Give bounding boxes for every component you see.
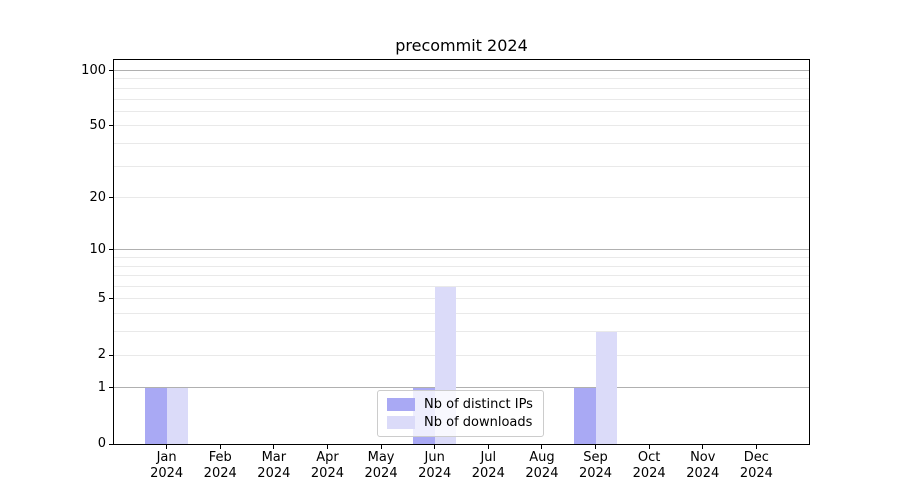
y-tick-mark: [109, 443, 113, 445]
x-tick-mark: [595, 445, 597, 449]
minor-gridline: [114, 298, 809, 300]
x-tick-mark: [541, 445, 543, 449]
x-tick-label-oct: Oct 2024: [632, 450, 666, 481]
x-tick-label-sep: Sep 2024: [578, 450, 613, 481]
minor-gridline: [114, 110, 809, 112]
x-tick-mark: [166, 445, 168, 449]
y-tick-label-5: 5: [97, 290, 106, 306]
x-tick-mark: [487, 445, 489, 449]
minor-gridline: [114, 286, 809, 288]
major-gridline: [114, 387, 809, 389]
y-tick-label-10: 10: [89, 241, 106, 257]
legend-label-distinct-ips: Nb of distinct IPs: [424, 397, 533, 413]
minor-gridline: [114, 142, 809, 144]
minor-gridline: [114, 78, 809, 80]
x-tick-label-may: May 2024: [364, 450, 398, 481]
x-tick-label-dec: Dec 2024: [739, 450, 773, 481]
x-tick-mark: [648, 445, 650, 449]
plot-area: [113, 59, 810, 445]
legend-swatch-distinct-ips: [387, 398, 415, 412]
y-tick-mark: [109, 354, 113, 356]
y-tick-label-50: 50: [89, 117, 106, 133]
minor-gridline: [114, 257, 809, 259]
minor-gridline: [114, 197, 809, 199]
y-tick-mark: [109, 125, 113, 127]
minor-gridline: [114, 265, 809, 267]
x-tick-label-feb: Feb 2024: [203, 450, 237, 481]
legend-row-distinct-ips: Nb of distinct IPs: [387, 397, 534, 412]
minor-gridline: [114, 313, 809, 315]
major-gridline: [114, 70, 809, 71]
major-gridline: [114, 249, 809, 251]
y-tick-label-20: 20: [89, 189, 106, 205]
legend-label-downloads: Nb of downloads: [424, 414, 533, 430]
x-tick-label-aug: Aug 2024: [525, 450, 559, 481]
bar-sep-downloads: [595, 331, 617, 444]
x-tick-label-apr: Apr 2024: [310, 450, 344, 481]
x-tick-label-jun: Jun 2024: [418, 450, 452, 481]
bar-jan-distinct-ips: [145, 387, 167, 444]
x-tick-label-nov: Nov 2024: [686, 450, 720, 481]
y-tick-mark: [109, 387, 113, 389]
minor-gridline: [114, 87, 809, 89]
legend: Nb of distinct IPs Nb of downloads: [377, 390, 544, 437]
y-tick-label-1: 1: [97, 379, 106, 395]
legend-row-downloads: Nb of downloads: [387, 415, 534, 430]
y-tick-mark: [109, 197, 113, 199]
y-tick-label-0: 0: [97, 436, 106, 451]
x-tick-mark: [219, 445, 221, 449]
x-tick-mark: [434, 445, 436, 449]
x-tick-label-jan: Jan 2024: [150, 450, 184, 481]
minor-gridline: [114, 331, 809, 333]
x-tick-mark: [380, 445, 382, 449]
x-tick-mark: [755, 445, 757, 449]
y-tick-label-100: 100: [81, 62, 106, 78]
y-tick-mark: [109, 298, 113, 300]
legend-swatch-downloads: [387, 415, 415, 429]
y-tick-mark: [109, 70, 113, 71]
x-tick-mark: [326, 445, 328, 449]
bar-sep-distinct-ips: [574, 387, 596, 444]
minor-gridline: [114, 98, 809, 100]
x-tick-label-mar: Mar 2024: [257, 450, 291, 481]
minor-gridline: [114, 125, 809, 127]
minor-gridline: [114, 275, 809, 277]
bar-jan-downloads: [166, 387, 189, 444]
x-tick-label-jul: Jul 2024: [471, 450, 505, 481]
chart-title: precommit 2024: [395, 36, 528, 55]
y-tick-mark: [109, 249, 113, 251]
y-tick-label-2: 2: [97, 347, 106, 363]
minor-gridline: [114, 354, 809, 356]
x-tick-mark: [702, 445, 704, 449]
x-tick-mark: [273, 445, 275, 449]
minor-gridline: [114, 165, 809, 167]
